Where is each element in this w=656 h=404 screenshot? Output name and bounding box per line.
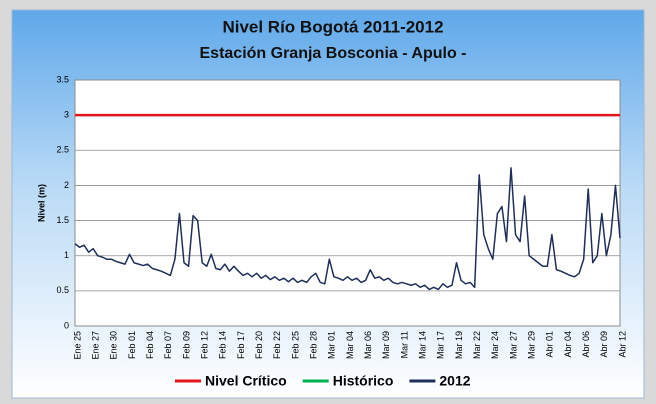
x-tick-label: Mar 04 xyxy=(345,331,355,359)
x-tick-label: Abr 01 xyxy=(545,331,555,358)
x-tick-label: Feb 12 xyxy=(200,331,210,359)
x-tick-label: Mar 09 xyxy=(381,331,391,359)
x-tick-label: Abr 09 xyxy=(599,331,609,358)
x-tick-label: Feb 20 xyxy=(254,331,264,359)
legend-label: Histórico xyxy=(333,373,394,389)
chart-subtitle: Estación Granja Bosconia - Apulo - xyxy=(200,45,467,62)
x-tick-label: Abr 12 xyxy=(617,331,627,358)
x-tick-label: Feb 01 xyxy=(127,331,137,359)
legend-label: Nivel Crítico xyxy=(205,373,287,389)
x-tick-label: Ene 25 xyxy=(72,331,82,360)
legend-label: 2012 xyxy=(439,373,470,389)
x-tick-label: Feb 25 xyxy=(290,331,300,359)
x-tick-label: Mar 22 xyxy=(472,331,482,359)
x-tick-label: Abr 04 xyxy=(563,331,573,358)
x-tick-label: Mar 17 xyxy=(436,331,446,359)
x-tick-label: Mar 14 xyxy=(418,331,428,359)
x-tick-label: Mar 27 xyxy=(508,331,518,359)
x-tick-label: Feb 14 xyxy=(218,331,228,359)
y-tick-label: 2.5 xyxy=(56,145,69,155)
x-tick-label: Mar 29 xyxy=(527,331,537,359)
y-tick-label: 3.5 xyxy=(56,74,69,84)
x-tick-label: Feb 09 xyxy=(181,331,191,359)
y-tick-label: 3 xyxy=(64,110,69,120)
x-tick-label: Feb 28 xyxy=(309,331,319,359)
y-tick-label: 1 xyxy=(64,250,69,260)
x-tick-label: Feb 04 xyxy=(145,331,155,359)
x-tick-label: Mar 01 xyxy=(327,331,337,359)
plot-area xyxy=(74,79,621,327)
y-tick-label: 2 xyxy=(64,180,69,190)
series-line xyxy=(74,167,621,291)
x-tick-label: Mar 19 xyxy=(454,331,464,359)
y-tick-label: 0.5 xyxy=(56,285,69,295)
x-tick-label: Ene 27 xyxy=(91,331,101,360)
chart-title: Nivel Río Bogotá 2011-2012 xyxy=(222,17,443,36)
x-tick-label: Mar 11 xyxy=(399,331,409,358)
y-tick-label: 1.5 xyxy=(56,215,69,225)
x-tick-label: Mar 24 xyxy=(490,331,500,359)
y-axis-label: Nivel (m) xyxy=(36,184,46,222)
x-tick-label: Feb 17 xyxy=(236,331,246,359)
x-tick-label: Ene 30 xyxy=(109,331,119,360)
x-tick-label: Feb 07 xyxy=(163,331,173,359)
y-tick-label: 0 xyxy=(64,320,69,330)
x-tick-label: Mar 06 xyxy=(363,331,373,359)
x-tick-label: Abr 06 xyxy=(581,331,591,358)
x-tick-label: Feb 22 xyxy=(272,331,282,359)
